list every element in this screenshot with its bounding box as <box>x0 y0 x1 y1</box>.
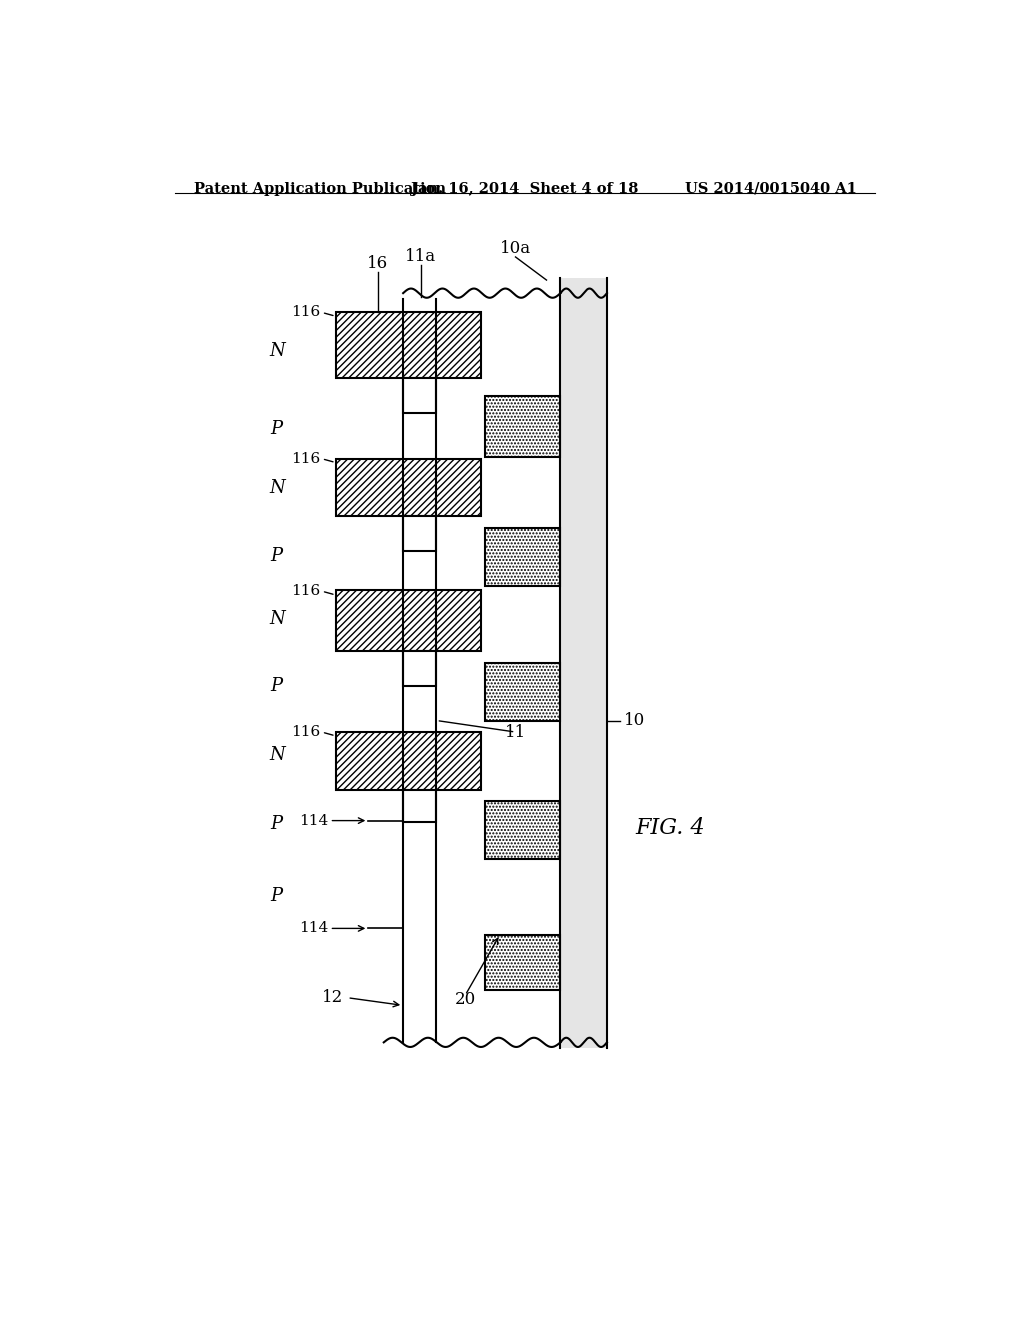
Bar <box>484 396 560 457</box>
Bar <box>336 313 480 378</box>
Text: 20: 20 <box>455 991 476 1007</box>
Bar <box>336 459 480 516</box>
Text: N: N <box>269 746 285 764</box>
Text: 12: 12 <box>323 989 343 1006</box>
Text: 114: 114 <box>299 813 328 828</box>
Bar <box>403 516 436 552</box>
Text: 11: 11 <box>505 723 526 741</box>
Text: US 2014/0015040 A1: US 2014/0015040 A1 <box>685 182 856 195</box>
Text: Patent Application Publication: Patent Application Publication <box>194 182 445 195</box>
Bar <box>403 651 436 686</box>
Bar <box>403 378 436 412</box>
Text: 116: 116 <box>291 585 321 598</box>
Bar <box>336 590 480 651</box>
Text: P: P <box>270 887 283 906</box>
Text: P: P <box>270 548 283 565</box>
Text: 116: 116 <box>291 305 321 319</box>
Text: 116: 116 <box>291 451 321 466</box>
Text: P: P <box>270 677 283 694</box>
Text: N: N <box>269 479 285 496</box>
Text: 11a: 11a <box>406 248 436 264</box>
Text: P: P <box>270 421 283 438</box>
Text: Jan. 16, 2014  Sheet 4 of 18: Jan. 16, 2014 Sheet 4 of 18 <box>411 182 638 195</box>
Text: 114: 114 <box>299 921 328 936</box>
Bar <box>403 789 436 822</box>
Text: 16: 16 <box>367 255 388 272</box>
Bar <box>484 528 560 586</box>
Bar <box>484 663 560 721</box>
Bar <box>484 801 560 859</box>
Text: 116: 116 <box>291 725 321 739</box>
Text: 10a: 10a <box>500 240 531 257</box>
Bar <box>484 935 560 990</box>
Text: N: N <box>269 610 285 628</box>
Bar <box>336 733 480 789</box>
Text: N: N <box>269 342 285 360</box>
Text: FIG. 4: FIG. 4 <box>636 817 706 840</box>
Text: P: P <box>270 816 283 833</box>
Text: 10: 10 <box>624 711 645 729</box>
